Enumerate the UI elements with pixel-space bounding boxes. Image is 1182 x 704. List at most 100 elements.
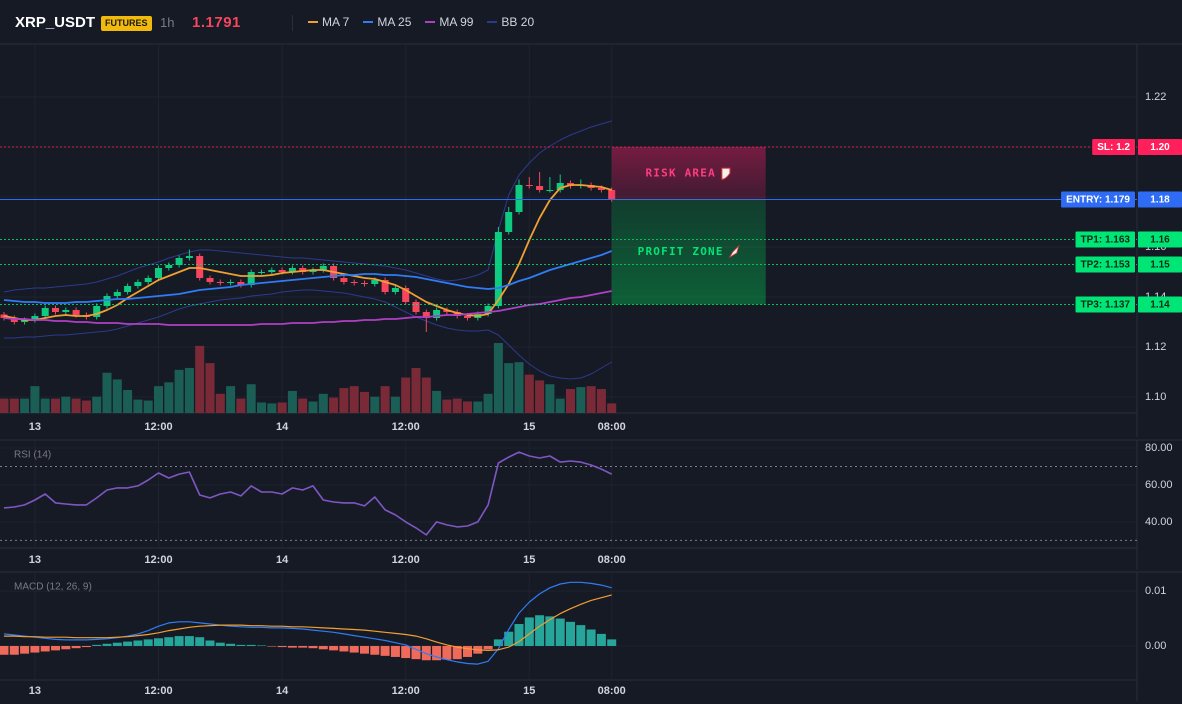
- histogram-bar: [184, 636, 194, 646]
- candle-body: [247, 272, 255, 285]
- histogram-bar: [596, 633, 606, 646]
- histogram-bar: [576, 625, 586, 646]
- histogram-bar: [246, 644, 256, 646]
- candle-body: [41, 308, 49, 316]
- histogram-bar: [607, 639, 617, 646]
- volume-bar: [257, 402, 266, 413]
- volume-bar: [329, 397, 339, 413]
- x-tick-label: 14: [276, 685, 289, 697]
- zone-area: [611, 199, 766, 305]
- histogram-bar: [308, 645, 318, 649]
- volume-bar: [442, 399, 452, 413]
- candle-body: [227, 282, 235, 283]
- bb-lower-line: [4, 289, 612, 380]
- volume-bar: [20, 398, 30, 413]
- volume-bar: [390, 396, 400, 413]
- level-label: TP3: 1.137: [1081, 300, 1131, 311]
- legend-entry: MA 99: [425, 15, 473, 29]
- volume-bar: [40, 398, 50, 413]
- candle-body: [196, 256, 204, 278]
- candle-body: [319, 266, 327, 270]
- x-tick-label: 14: [276, 554, 289, 566]
- legend-label: MA 25: [377, 15, 412, 29]
- zone-label: PROFIT ZONE: [638, 245, 724, 258]
- histogram-bar: [71, 645, 81, 649]
- volume-bar: [452, 398, 462, 413]
- volume-bar: [102, 372, 112, 413]
- volume-bar: [576, 387, 586, 413]
- histogram-bar: [81, 645, 91, 648]
- volume-bar: [277, 402, 287, 413]
- level-badge: SL: 1.2 1.20: [1092, 139, 1182, 155]
- symbol: XRP_USDT: [15, 13, 96, 31]
- histogram-bar: [61, 645, 71, 650]
- candle-body: [597, 188, 605, 190]
- x-tick-label: 12:00: [144, 685, 172, 697]
- histogram-bar: [257, 645, 266, 646]
- volume-bar: [596, 389, 606, 413]
- x-tick-label: 08:00: [598, 421, 626, 433]
- candle-body: [185, 256, 193, 258]
- indicator-line: [3, 451, 613, 536]
- x-tick-label: 12:00: [392, 554, 420, 566]
- candle-body: [268, 270, 276, 272]
- legend: MA 7 MA 25 MA 99 BB 20: [308, 0, 534, 44]
- candle-body: [134, 282, 142, 286]
- price-badge-label: 1.18: [1150, 195, 1170, 206]
- bb-upper-line: [3, 120, 612, 293]
- volume-bar: [133, 399, 143, 413]
- candle-body: [494, 232, 502, 306]
- x-tick-label: 13: [29, 554, 41, 566]
- histogram-bar: [401, 645, 411, 659]
- candle-body: [52, 308, 59, 312]
- ma-line: [3, 184, 612, 321]
- candle-body: [309, 270, 317, 272]
- volume-bar: [236, 398, 246, 413]
- interval[interactable]: 1h: [160, 14, 175, 30]
- candle-body: [433, 310, 441, 318]
- histogram-bar: [40, 645, 50, 652]
- y-tick-label: 0.00: [1145, 640, 1166, 652]
- candle-body: [31, 316, 39, 320]
- legend-label: MA 7: [322, 15, 350, 29]
- volume-bar: [566, 389, 575, 413]
- volume-bar: [287, 390, 297, 413]
- y-tick-label: 1.12: [1145, 341, 1166, 353]
- legend-swatch: [425, 21, 436, 23]
- histogram-bar: [236, 644, 246, 646]
- histogram-bar: [545, 616, 555, 646]
- volume-bar: [184, 367, 194, 413]
- histogram-bar: [164, 637, 174, 646]
- histogram-bar: [349, 645, 359, 653]
- candle-body: [206, 278, 214, 282]
- legend-entry: MA 25: [363, 15, 411, 29]
- volume-bar: [298, 398, 308, 413]
- volume-bar: [349, 386, 359, 413]
- volume-bar: [339, 388, 349, 413]
- candle-body: [10, 318, 18, 322]
- histogram-bar: [380, 645, 390, 656]
- zone-area: [611, 147, 766, 200]
- histogram-bar: [535, 615, 545, 646]
- candle-body: [453, 312, 461, 316]
- price-badge-label: 1.20: [1150, 142, 1170, 153]
- candle-body: [402, 288, 410, 302]
- volume-bar: [524, 374, 534, 413]
- volume-bar: [81, 400, 91, 413]
- candle-body: [515, 185, 523, 212]
- histogram-bar: [298, 645, 308, 648]
- volume-bar: [61, 396, 71, 413]
- histogram-bar: [483, 645, 493, 650]
- histogram-bar: [123, 641, 133, 646]
- candle-body: [216, 282, 224, 283]
- candle-body: [556, 183, 564, 190]
- histogram-bar: [329, 645, 339, 651]
- volume-bar: [473, 401, 483, 413]
- candle-body: [340, 278, 348, 282]
- x-tick-label: 12:00: [144, 421, 172, 433]
- market-badge: FUTURES: [101, 16, 152, 31]
- rocket-icon: [728, 244, 740, 258]
- histogram-bar: [463, 645, 472, 657]
- legend-swatch: [308, 21, 318, 23]
